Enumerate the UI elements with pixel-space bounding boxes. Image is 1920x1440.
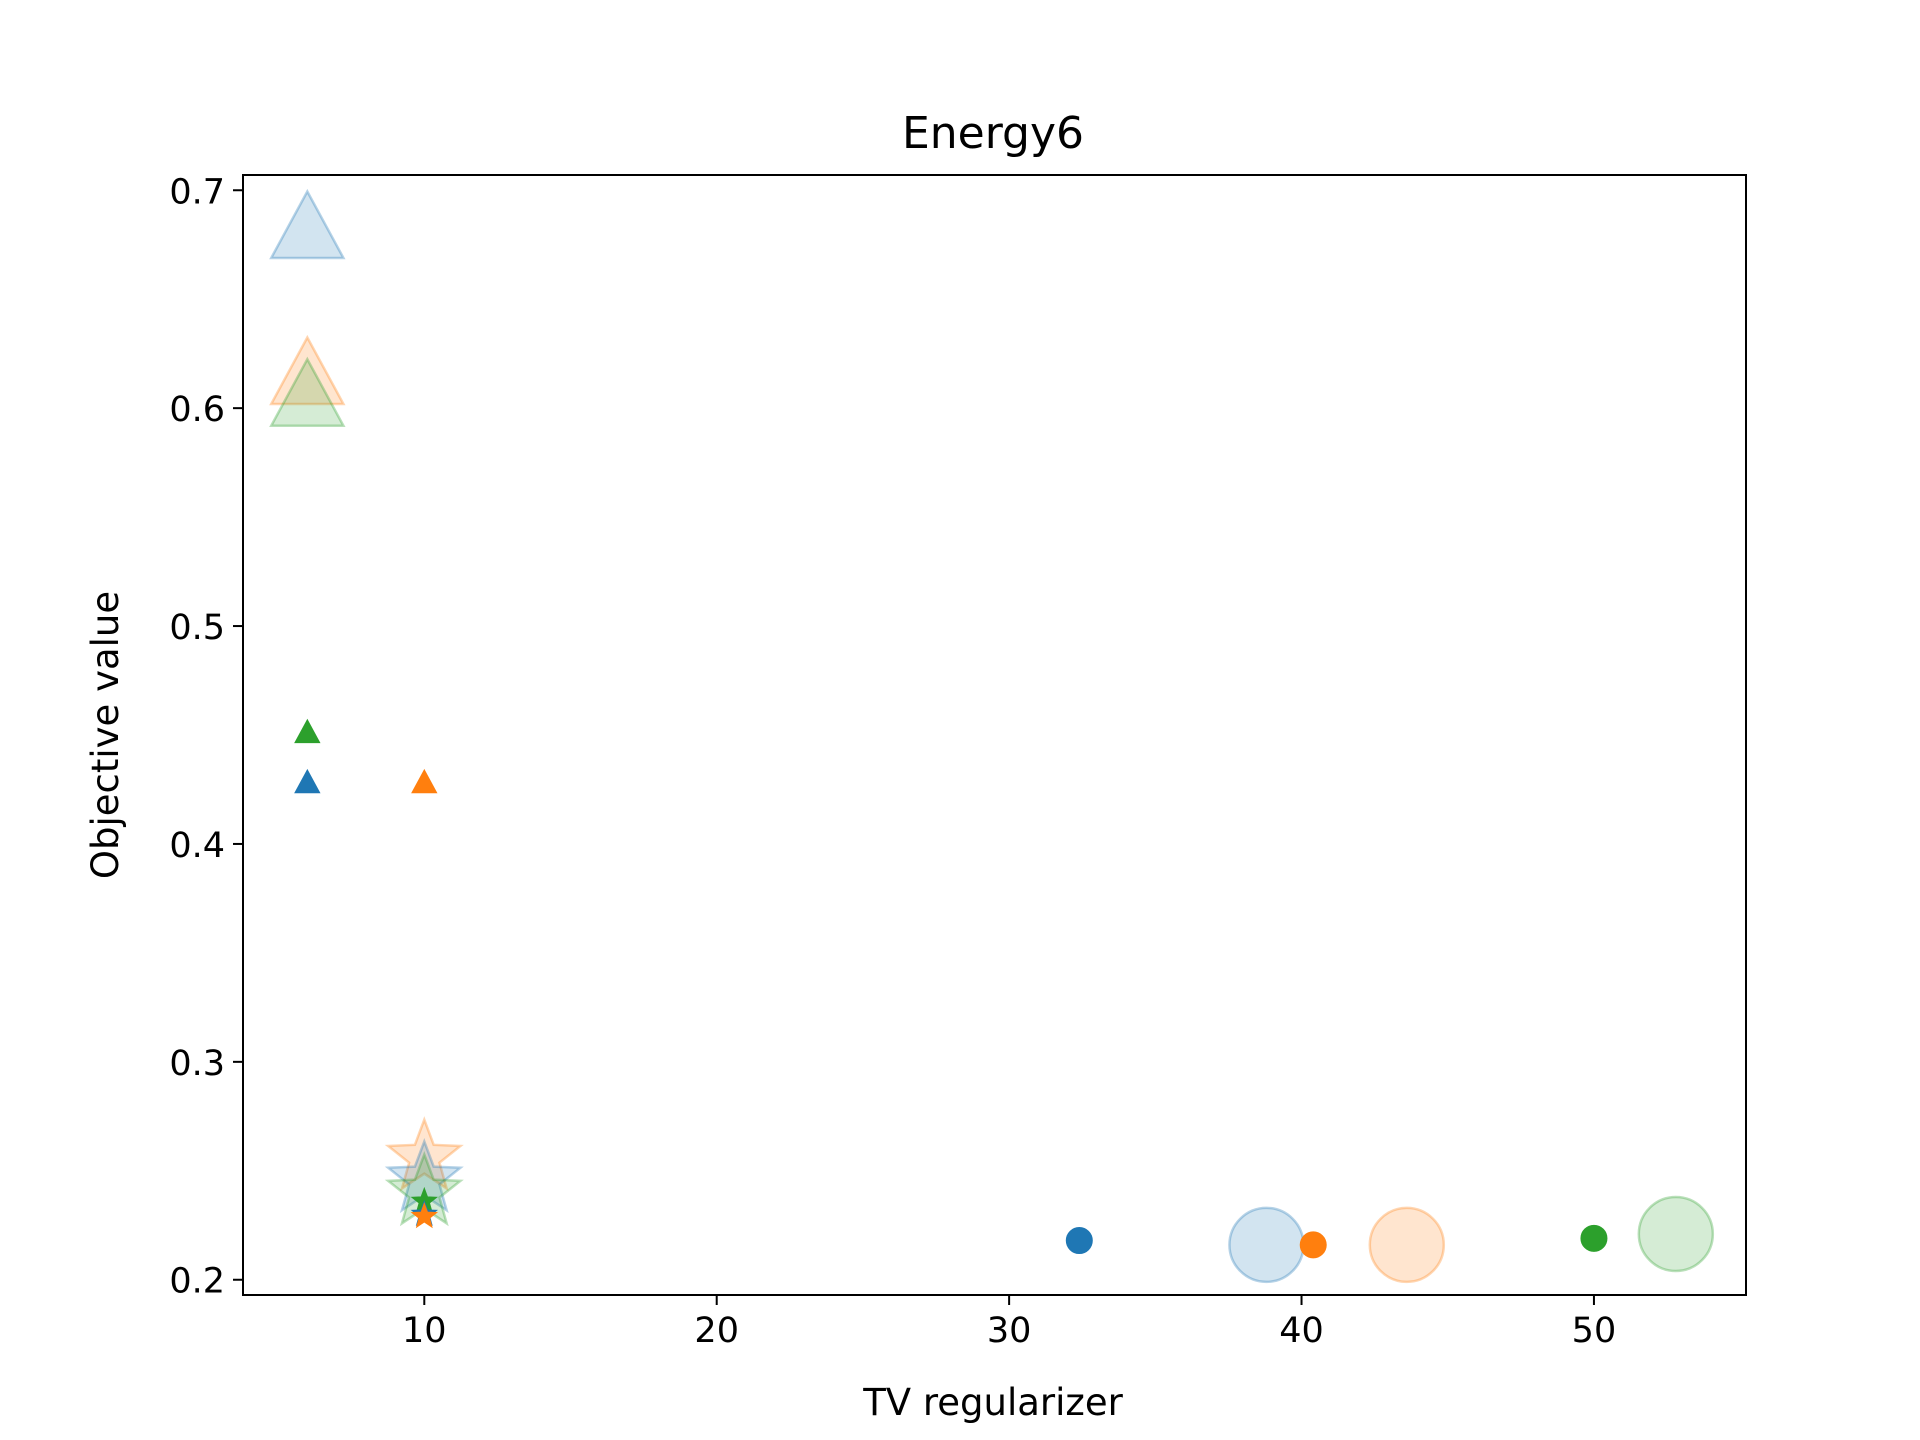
point-circle-blue-small <box>1065 1227 1093 1255</box>
point-circle-blue-large <box>1228 1206 1305 1284</box>
y-tick-label: 0.6 <box>169 390 225 430</box>
point-star-orange-large <box>384 1116 464 1192</box>
x-tick-label: 20 <box>694 1311 739 1351</box>
x-axis-label: TV regularizer <box>862 1381 1123 1424</box>
y-axis: 0.2 0.3 0.4 0.5 0.6 0.7 <box>169 172 243 1302</box>
y-tick-label: 0.4 <box>169 826 225 866</box>
point-star-orange-small <box>410 1202 439 1229</box>
point-triangle-orange-small <box>411 768 438 794</box>
point-circle-green-large <box>1637 1195 1715 1273</box>
plot-markers <box>269 188 1715 1284</box>
point-triangle-orange-large <box>269 334 346 406</box>
x-axis: 10 20 30 40 50 <box>402 1295 1616 1351</box>
y-tick-label: 0.3 <box>169 1044 225 1084</box>
x-tick-label: 40 <box>1279 1311 1324 1351</box>
chart-title: Energy6 <box>902 108 1084 159</box>
x-tick-label: 30 <box>987 1311 1032 1351</box>
x-tick-label: 50 <box>1572 1311 1617 1351</box>
point-circle-green-small <box>1580 1224 1608 1252</box>
y-tick-label: 0.7 <box>169 172 225 212</box>
point-triangle-green-large <box>269 356 346 428</box>
y-axis-label: Objective value <box>84 591 127 879</box>
plot-frame <box>242 174 1747 1296</box>
y-tick-label: 0.2 <box>169 1262 225 1302</box>
point-triangle-blue-large <box>269 188 346 260</box>
point-circle-orange-large <box>1368 1206 1446 1284</box>
y-tick-label: 0.5 <box>169 608 225 648</box>
point-triangle-green-small <box>294 718 321 744</box>
point-circle-orange-small <box>1299 1231 1327 1259</box>
x-tick-label: 10 <box>402 1311 447 1351</box>
point-triangle-blue-small <box>294 768 321 794</box>
